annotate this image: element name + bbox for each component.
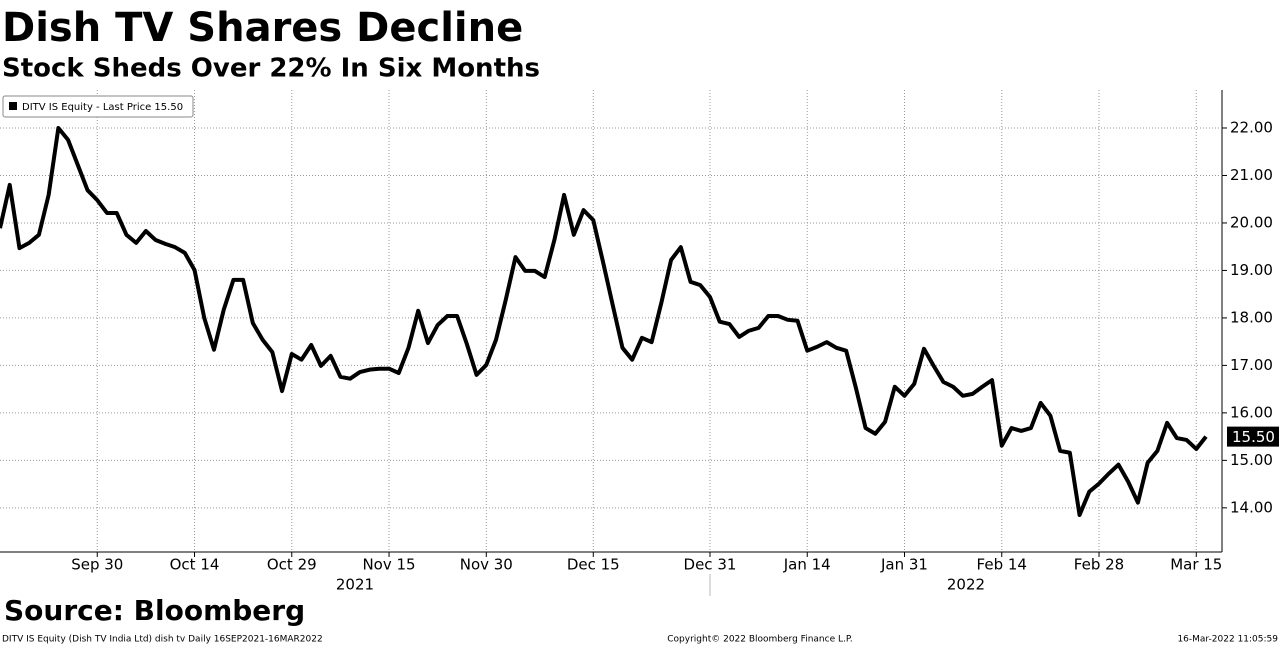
source: Source: Bloomberg bbox=[4, 594, 305, 627]
legend-label: DITV IS Equity - Last Price 15.50 bbox=[22, 102, 183, 113]
x-tick-label: Dec 31 bbox=[684, 556, 737, 574]
x-tick-label: Oct 29 bbox=[267, 556, 317, 574]
chart-subtitle: Stock Sheds Over 22% In Six Months bbox=[2, 54, 540, 84]
y-tick-label: 21.00 bbox=[1230, 166, 1273, 184]
price-line bbox=[0, 125, 1208, 517]
footer-left: DITV IS Equity (Dish TV India Ltd) dish … bbox=[2, 635, 323, 645]
x-tick-label: Feb 14 bbox=[977, 556, 1027, 574]
chart-title: Dish TV Shares Decline bbox=[2, 5, 523, 51]
y-tick-label: 19.00 bbox=[1230, 261, 1273, 279]
footer-right: 16-Mar-2022 11:05:59 bbox=[1177, 635, 1278, 645]
x-tick-label: Sep 30 bbox=[71, 556, 123, 574]
legend-box bbox=[2, 95, 194, 118]
year-label: 2022 bbox=[947, 576, 985, 594]
y-tick-label: 20.00 bbox=[1230, 213, 1273, 231]
y-tick-label: 22.00 bbox=[1230, 118, 1273, 136]
y-tick-label: 18.00 bbox=[1230, 308, 1273, 326]
last-price-label: 15.50 bbox=[1232, 428, 1275, 446]
last-price-box bbox=[1227, 426, 1279, 447]
year-label: 2021 bbox=[336, 576, 374, 594]
y-tick-label: 15.00 bbox=[1230, 451, 1273, 469]
y-tick-label: 17.00 bbox=[1230, 356, 1273, 374]
y-tick-label: 16.00 bbox=[1230, 403, 1273, 421]
legend-swatch bbox=[9, 102, 17, 110]
x-tick-label: Oct 14 bbox=[170, 556, 220, 574]
x-tick-label: Nov 30 bbox=[460, 556, 513, 574]
x-tick-label: Feb 28 bbox=[1074, 556, 1124, 574]
x-tick-label: Jan 31 bbox=[880, 556, 928, 574]
x-tick-label: Mar 15 bbox=[1170, 556, 1222, 574]
x-tick-label: Dec 15 bbox=[567, 556, 620, 574]
footer-center: Copyright© 2022 Bloomberg Finance L.P. bbox=[667, 635, 852, 645]
x-tick-label: Jan 14 bbox=[783, 556, 831, 574]
y-tick-label: 14.00 bbox=[1230, 498, 1273, 516]
x-tick-label: Nov 15 bbox=[362, 556, 415, 574]
